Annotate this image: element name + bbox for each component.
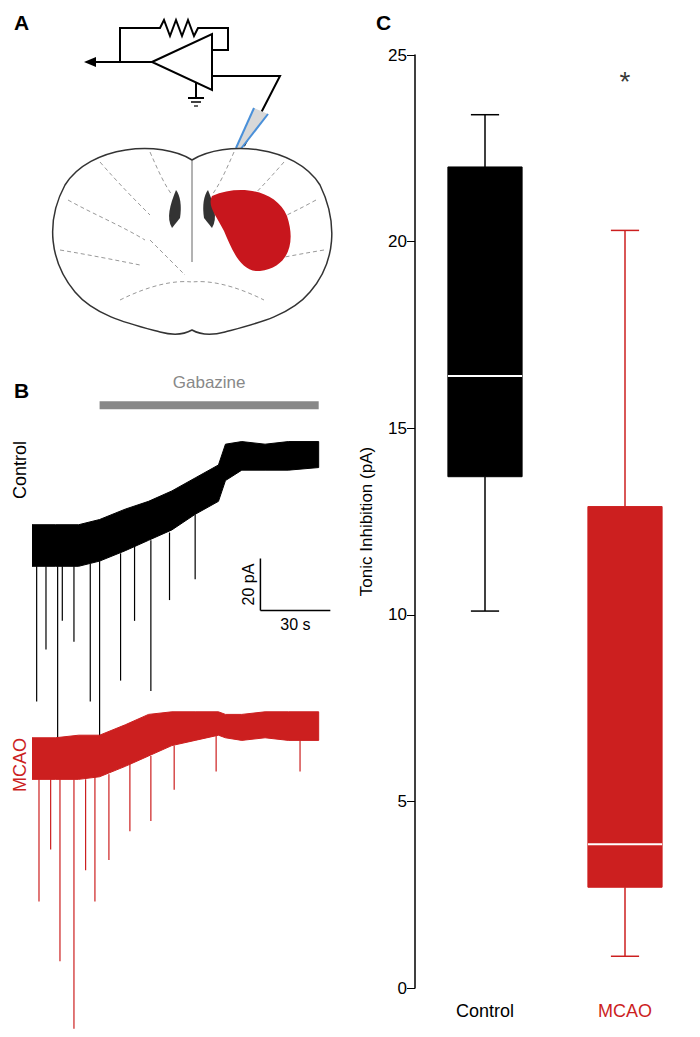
svg-text:MCAO: MCAO (598, 1001, 652, 1021)
svg-text:5: 5 (398, 792, 407, 811)
svg-text:10: 10 (388, 605, 407, 624)
svg-text:B: B (14, 379, 29, 402)
svg-text:20 pA: 20 pA (240, 563, 257, 605)
svg-text:C: C (376, 11, 391, 34)
svg-text:MCAO: MCAO (10, 738, 30, 792)
svg-text:A: A (14, 11, 29, 34)
svg-text:Tonic Inhibition (pA): Tonic Inhibition (pA) (357, 447, 376, 596)
svg-text:Control: Control (456, 1001, 514, 1021)
svg-text:30 s: 30 s (280, 616, 310, 633)
svg-text:Gabazine: Gabazine (173, 373, 246, 392)
svg-text:*: * (620, 66, 631, 97)
svg-text:Control: Control (10, 441, 30, 499)
svg-text:15: 15 (388, 419, 407, 438)
svg-text:20: 20 (388, 232, 407, 251)
svg-text:25: 25 (388, 46, 407, 65)
svg-text:0: 0 (398, 979, 407, 998)
